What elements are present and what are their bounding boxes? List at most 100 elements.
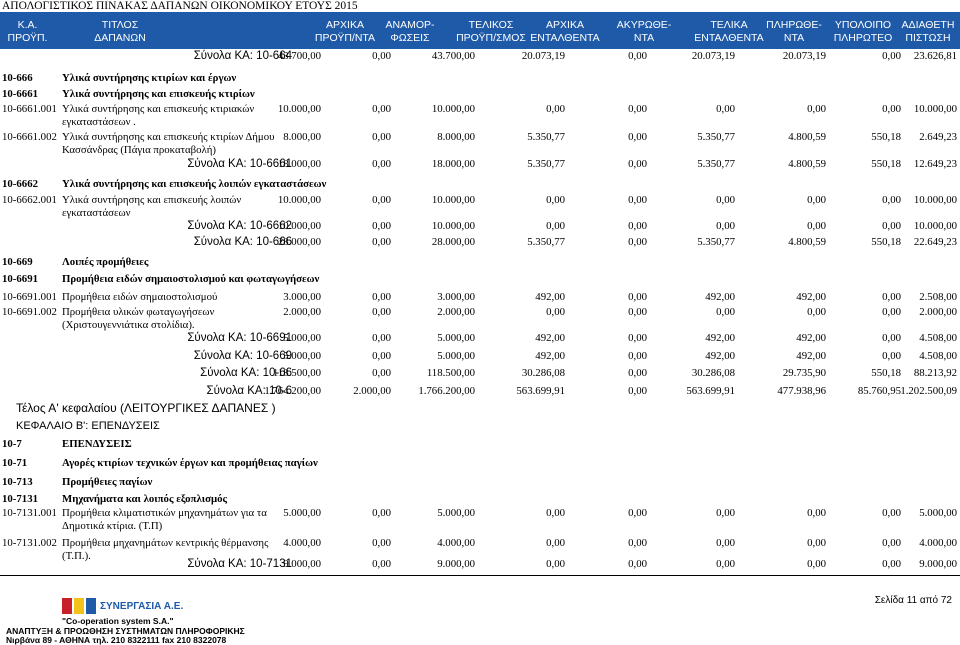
value-cell: 563.699,91 <box>516 385 565 397</box>
item-description-cont: Κασσάνδρας (Πάγια προκαταβολή) <box>62 144 216 156</box>
footer-divider <box>0 575 960 576</box>
value-cell: 1.766.200,00 <box>418 385 475 397</box>
group-description: Αγορές κτιρίων τεχνικών έργων και προμήθ… <box>62 457 318 469</box>
value-cell: 4.508,00 <box>919 350 957 362</box>
header-title: ΤΙΤΛΟΣ ΔΑΠΑΝΩΝ <box>94 19 146 44</box>
chapter-end-label: Τέλος Α' κεφαλαίου (ΛΕΙΤΟΥΡΓΙΚΕΣ ΔΑΠΑΝΕΣ… <box>0 402 960 416</box>
subtotal-label: Σύνολα ΚΑ: 10-6661 <box>187 158 292 170</box>
subtotal-label: Σύνολα ΚΑ: 10-6691 <box>187 332 292 344</box>
value-cell: 0,00 <box>372 332 391 344</box>
value-cell: 4.800,59 <box>788 236 826 248</box>
value-cell: 10.000,00 <box>277 103 321 115</box>
group-code: 10-71 <box>2 457 28 469</box>
value-cell: 0,00 <box>882 50 901 62</box>
value-cell: 492,00 <box>705 291 735 303</box>
value-cell: 4.000,00 <box>283 537 321 549</box>
value-cell: 4.000,00 <box>919 537 957 549</box>
item-code: 10-6691.002 <box>2 306 57 318</box>
subtotal-label: Σύνολα ΚΑ: 10-7131 <box>187 558 292 570</box>
subtotal-label: Σύνολα ΚΑ: 10-666 <box>193 236 292 248</box>
group-description: Υλικά συντήρησης και επισκευής κτιρίων <box>62 88 255 100</box>
group-row: 10-669 Λοιπές προμήθειες <box>0 256 960 270</box>
value-cell: 10.000,00 <box>913 103 957 115</box>
value-cell: 18.000,00 <box>431 158 475 170</box>
subtotal-label: Σύνολα ΚΑ: 10-664 <box>193 50 292 62</box>
column-header-bar: Κ.Α. ΠΡΟΫΠ. ΤΙΤΛΟΣ ΔΑΠΑΝΩΝ ΑΡΧΙΚΑ ΠΡΟΫΠ/ΝΤ… <box>0 12 960 49</box>
value-cell: 0,00 <box>628 537 647 549</box>
group-code: 10-7131 <box>2 493 38 505</box>
value-cell: 28.000,00 <box>277 236 321 248</box>
value-cell: 10.000,00 <box>277 220 321 232</box>
header-available: ΑΔΙΑΘΕΤΗ ΠΙΣΤΩΣΗ <box>901 19 955 44</box>
value-cell: 2.000,00 <box>283 306 321 318</box>
value-cell: 0,00 <box>546 306 565 318</box>
value-cell: 0,00 <box>628 131 647 143</box>
value-cell: 550,18 <box>871 131 901 143</box>
value-cell: 0,00 <box>628 385 647 397</box>
value-cell: 0,00 <box>882 306 901 318</box>
group-description: Υλικά συντήρησης κτιρίων και έργων <box>62 72 237 84</box>
value-cell: 0,00 <box>807 103 826 115</box>
group-code: 10-6662 <box>2 178 38 190</box>
value-cell: 0,00 <box>882 558 901 570</box>
item-code: 10-6661.002 <box>2 131 57 143</box>
value-cell: 29.735,90 <box>782 367 826 379</box>
group-row: 10-666 Υλικά συντήρησης κτιρίων και έργων <box>0 72 960 86</box>
value-cell: 0,00 <box>628 558 647 570</box>
subtotal-label: Σύνολα ΚΑ: 10-6 <box>206 385 293 397</box>
value-cell: 0,00 <box>628 507 647 519</box>
subtotal-row: Σύνολα ΚΑ: 10-7131 9.000,00 0,00 9.000,00 0,… <box>0 558 960 572</box>
value-cell: 3.000,00 <box>283 291 321 303</box>
table-row: 10-6662.001 Υλικά συντήρησης και επισκευή… <box>0 194 960 219</box>
chapter-title: ΚΕΦΑΛΑΙΟ Β': ΕΠΕΝΔΥΣΕΙΣ <box>0 420 960 434</box>
chapter-end-text: Τέλος Α' κεφαλαίου (ΛΕΙΤΟΥΡΓΙΚΕΣ ΔΑΠΑΝΕΣ… <box>16 401 276 415</box>
value-cell: 20.073,19 <box>782 50 826 62</box>
value-cell: 9.000,00 <box>919 558 957 570</box>
value-cell: 492,00 <box>796 332 826 344</box>
value-cell: 10.000,00 <box>431 194 475 206</box>
value-cell: 0,00 <box>716 220 735 232</box>
item-description-cont: εγκαταστάσεων . <box>62 116 136 128</box>
value-cell: 0,00 <box>716 103 735 115</box>
value-cell: 12.649,23 <box>913 158 957 170</box>
value-cell: 0,00 <box>372 558 391 570</box>
footer-company: ΣΥΝΕΡΓΑΣΙΑ Α.Ε. <box>100 601 184 612</box>
value-cell: 8.000,00 <box>437 131 475 143</box>
value-cell: 0,00 <box>628 220 647 232</box>
group-row: 10-7 ΕΠΕΝΔΥΣΕΙΣ <box>0 438 960 452</box>
value-cell: 0,00 <box>716 537 735 549</box>
value-cell: 0,00 <box>716 194 735 206</box>
value-cell: 5.000,00 <box>919 507 957 519</box>
value-cell: 0,00 <box>628 306 647 318</box>
group-code: 10-6691 <box>2 273 38 285</box>
value-cell: 4.000,00 <box>437 537 475 549</box>
value-cell: 5.350,77 <box>527 131 565 143</box>
value-cell: 0,00 <box>807 507 826 519</box>
header-reallocations: ΑΝΑΜΟΡ- ΦΩΣΕΙΣ <box>385 19 435 44</box>
subtotal-label: Σύνολα ΚΑ: 10-66 <box>200 367 292 379</box>
group-code: 10-669 <box>2 256 33 268</box>
item-description: Προμήθεια ειδών σημαιοστολισμού <box>62 291 218 303</box>
item-description-cont: Δημοτικά κτίρια. (Τ.Π) <box>62 520 163 532</box>
value-cell: 0,00 <box>628 332 647 344</box>
value-cell: 5.350,77 <box>697 158 735 170</box>
value-cell: 23.626,81 <box>913 50 957 62</box>
value-cell: 22.649,23 <box>913 236 957 248</box>
value-cell: 0,00 <box>372 194 391 206</box>
value-cell: 2.000,00 <box>353 385 391 397</box>
value-cell: 5.000,00 <box>283 332 321 344</box>
value-cell: 550,18 <box>871 367 901 379</box>
table-row: 10-7131.001 Προμήθεια κλιματιστικών μηχαν… <box>0 507 960 532</box>
item-code: 10-7131.002 <box>2 537 57 549</box>
value-cell: 118.500,00 <box>426 367 475 379</box>
header-initial_commit: ΑΡΧΙΚΑ ΕΝΤΑΛΘΕΝΤΑ <box>530 19 600 44</box>
value-cell: 2.508,00 <box>919 291 957 303</box>
value-cell: 0,00 <box>882 291 901 303</box>
value-cell: 43.700,00 <box>277 50 321 62</box>
value-cell: 10.000,00 <box>431 103 475 115</box>
group-row: 10-6691 Προμήθεια ειδών σημαιοστολισμού κ… <box>0 273 960 287</box>
group-row: 10-6662 Υλικά συντήρησης και επισκευής λο… <box>0 178 960 192</box>
value-cell: 5.350,77 <box>527 236 565 248</box>
group-description: Λοιπές προμήθειες <box>62 256 149 268</box>
value-cell: 0,00 <box>716 306 735 318</box>
